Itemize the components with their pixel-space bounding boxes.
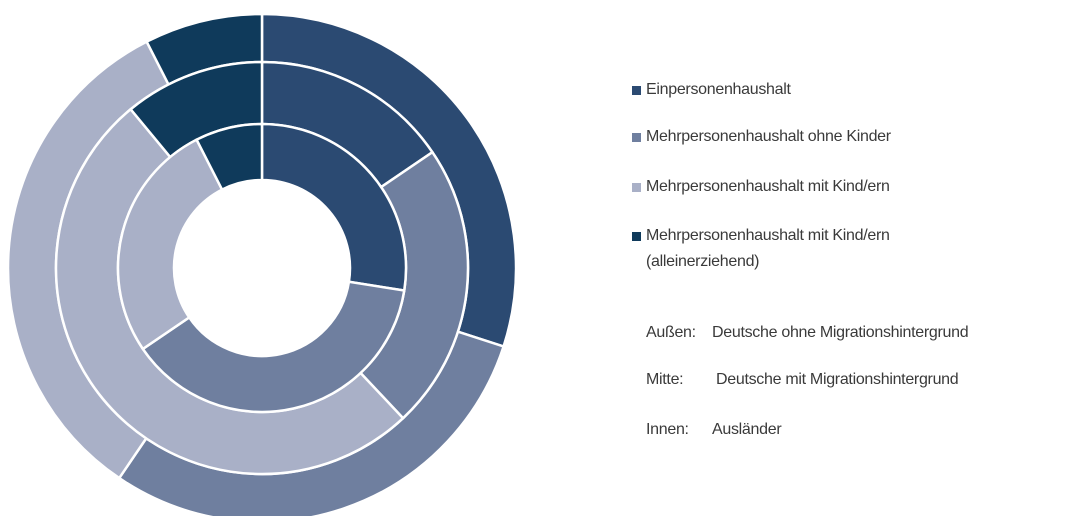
donut-segment (260, 122, 408, 292)
ring-label: Innen: (646, 421, 689, 438)
legend-swatch (632, 86, 641, 95)
chart (6, 12, 518, 516)
legend-swatch (632, 232, 641, 241)
ring-label: Außen: (646, 324, 696, 341)
legend-swatch (632, 183, 641, 192)
ring-name: Ausländer (712, 421, 782, 438)
legend-label: Einpersonenhaushalt (646, 81, 791, 98)
donut-segment (141, 280, 406, 414)
donut-segment (194, 122, 264, 192)
legend-label: Mehrpersonenhaushalt ohne Kinder (646, 128, 891, 145)
donut-segment (116, 138, 224, 351)
legend-swatch (632, 133, 641, 142)
ring-name: Deutsche ohne Migrationshintergrund (712, 324, 969, 341)
ring-label: Mitte: (646, 371, 684, 388)
legend-label: Mehrpersonenhaushalt mit Kind/ern (646, 178, 890, 195)
ring-name: Deutsche mit Migrationshintergrund (716, 371, 959, 388)
legend-label: Mehrpersonenhaushalt mit Kind/ern (allei… (646, 227, 890, 270)
